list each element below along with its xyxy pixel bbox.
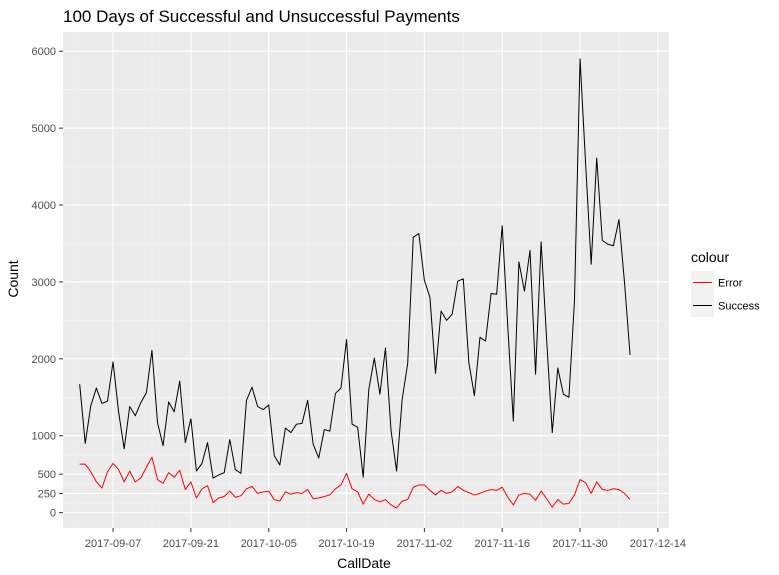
y-tick-label: 6000: [32, 46, 56, 58]
y-tick-label: 4000: [32, 200, 56, 212]
x-tick-label: 2017-09-21: [163, 538, 219, 550]
y-tick-label: 5000: [32, 123, 56, 135]
legend-title: colour: [691, 249, 729, 265]
y-tick-label: 3000: [32, 277, 56, 289]
series-line-error: [79, 456, 631, 509]
y-tick-label: 1000: [32, 431, 56, 443]
y-axis-title: Count: [5, 260, 21, 297]
chart-title: 100 Days of Successful and Unsuccessful …: [63, 7, 460, 26]
legend-label-error: Error: [718, 278, 743, 290]
x-tick-label: 2017-11-16: [474, 538, 529, 550]
major-gridlines: [63, 32, 669, 528]
series-line-success: [79, 58, 631, 479]
y-tick-label: 500: [38, 469, 56, 481]
x-tick-label: 2017-12-14: [630, 538, 686, 550]
x-tick-label: 2017-11-30: [552, 538, 607, 550]
y-tick-label: 2000: [32, 354, 56, 366]
legend: colour Error Success: [691, 249, 760, 317]
x-tick-label: 2017-10-05: [241, 538, 297, 550]
series-lines: [79, 58, 631, 509]
x-tick-label: 2017-10-19: [318, 538, 374, 550]
legend-label-success: Success: [718, 301, 760, 313]
y-tick-label: 250: [38, 488, 56, 500]
y-axis: 0 250 500 1000 2000 3000 4000 5000 6000: [32, 46, 63, 520]
x-axis: 2017-09-07 2017-09-21 2017-10-05 2017-10-19…: [85, 528, 686, 550]
x-axis-title: CallDate: [337, 555, 391, 571]
y-tick-label: 0: [50, 508, 56, 520]
plot-panel: [63, 32, 669, 528]
x-tick-label: 2017-09-07: [85, 538, 141, 550]
x-tick-label: 2017-11-02: [397, 538, 452, 550]
